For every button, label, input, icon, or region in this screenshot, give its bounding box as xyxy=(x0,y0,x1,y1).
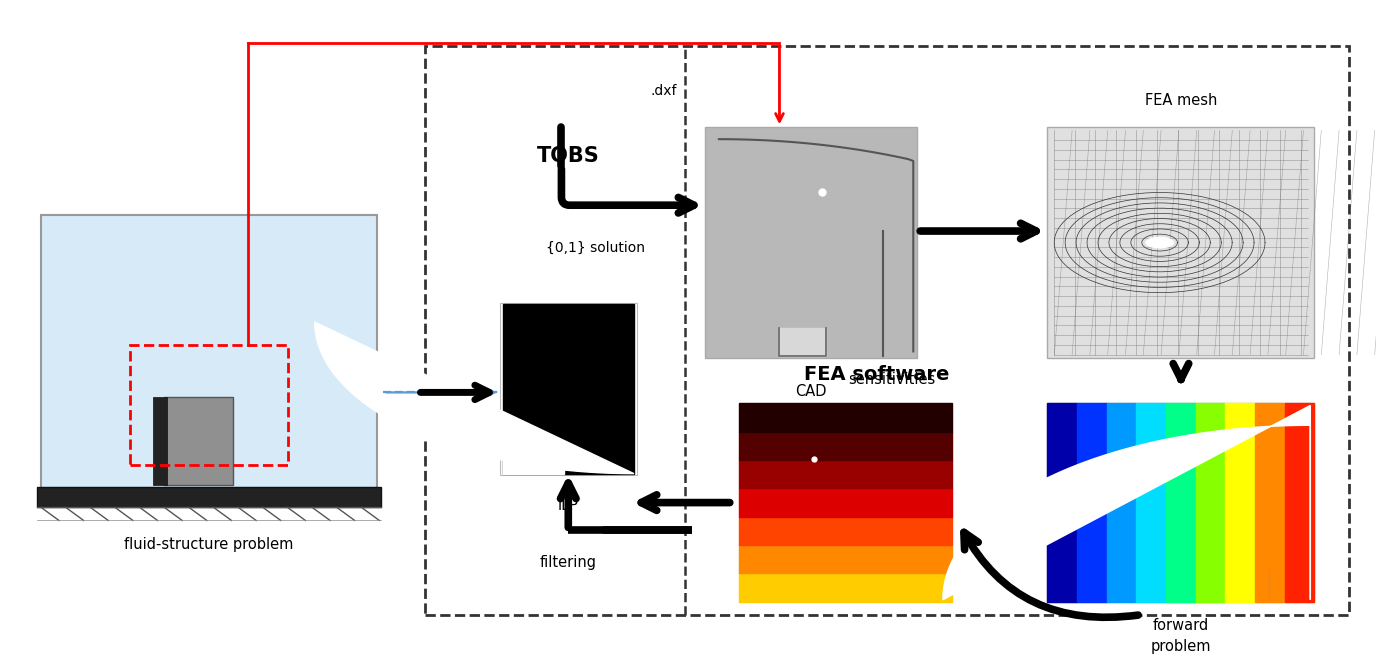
Text: filtering: filtering xyxy=(539,555,597,570)
Text: ILP: ILP xyxy=(557,498,578,512)
Bar xyxy=(1047,403,1314,601)
Bar xyxy=(130,345,288,465)
Bar xyxy=(425,46,1348,615)
Bar xyxy=(41,215,376,488)
Polygon shape xyxy=(1196,403,1225,601)
Bar xyxy=(499,302,636,475)
Bar xyxy=(1047,127,1314,358)
Bar xyxy=(705,127,917,358)
Bar xyxy=(740,403,952,601)
Polygon shape xyxy=(1106,403,1137,601)
Polygon shape xyxy=(315,322,633,474)
Polygon shape xyxy=(1225,403,1256,601)
Text: {0,1} solution: {0,1} solution xyxy=(546,240,644,254)
Text: FEA mesh: FEA mesh xyxy=(1145,93,1217,108)
Polygon shape xyxy=(740,573,952,601)
Polygon shape xyxy=(740,545,952,573)
Polygon shape xyxy=(1137,403,1166,601)
Text: fluid-structure problem: fluid-structure problem xyxy=(124,537,293,552)
Text: TOBS: TOBS xyxy=(537,147,600,167)
Polygon shape xyxy=(1047,403,1077,601)
Polygon shape xyxy=(1166,403,1196,601)
Polygon shape xyxy=(502,458,564,474)
Polygon shape xyxy=(740,488,952,516)
Text: .dxf: .dxf xyxy=(651,84,678,98)
Polygon shape xyxy=(740,432,952,460)
Bar xyxy=(37,486,380,508)
Polygon shape xyxy=(740,516,952,545)
Text: forward
problem: forward problem xyxy=(1151,618,1212,654)
Polygon shape xyxy=(943,405,1310,600)
Polygon shape xyxy=(740,460,952,488)
Polygon shape xyxy=(1285,403,1314,601)
Polygon shape xyxy=(780,328,826,356)
Polygon shape xyxy=(1147,237,1173,248)
Polygon shape xyxy=(709,129,913,356)
Bar xyxy=(154,397,167,485)
Text: sensitivities: sensitivities xyxy=(849,372,936,387)
Bar xyxy=(165,397,232,485)
Polygon shape xyxy=(502,304,633,474)
Polygon shape xyxy=(740,403,952,432)
Text: CAD: CAD xyxy=(795,384,827,399)
Text: FEA software: FEA software xyxy=(804,365,949,384)
Polygon shape xyxy=(1077,403,1106,601)
Polygon shape xyxy=(1256,403,1285,601)
